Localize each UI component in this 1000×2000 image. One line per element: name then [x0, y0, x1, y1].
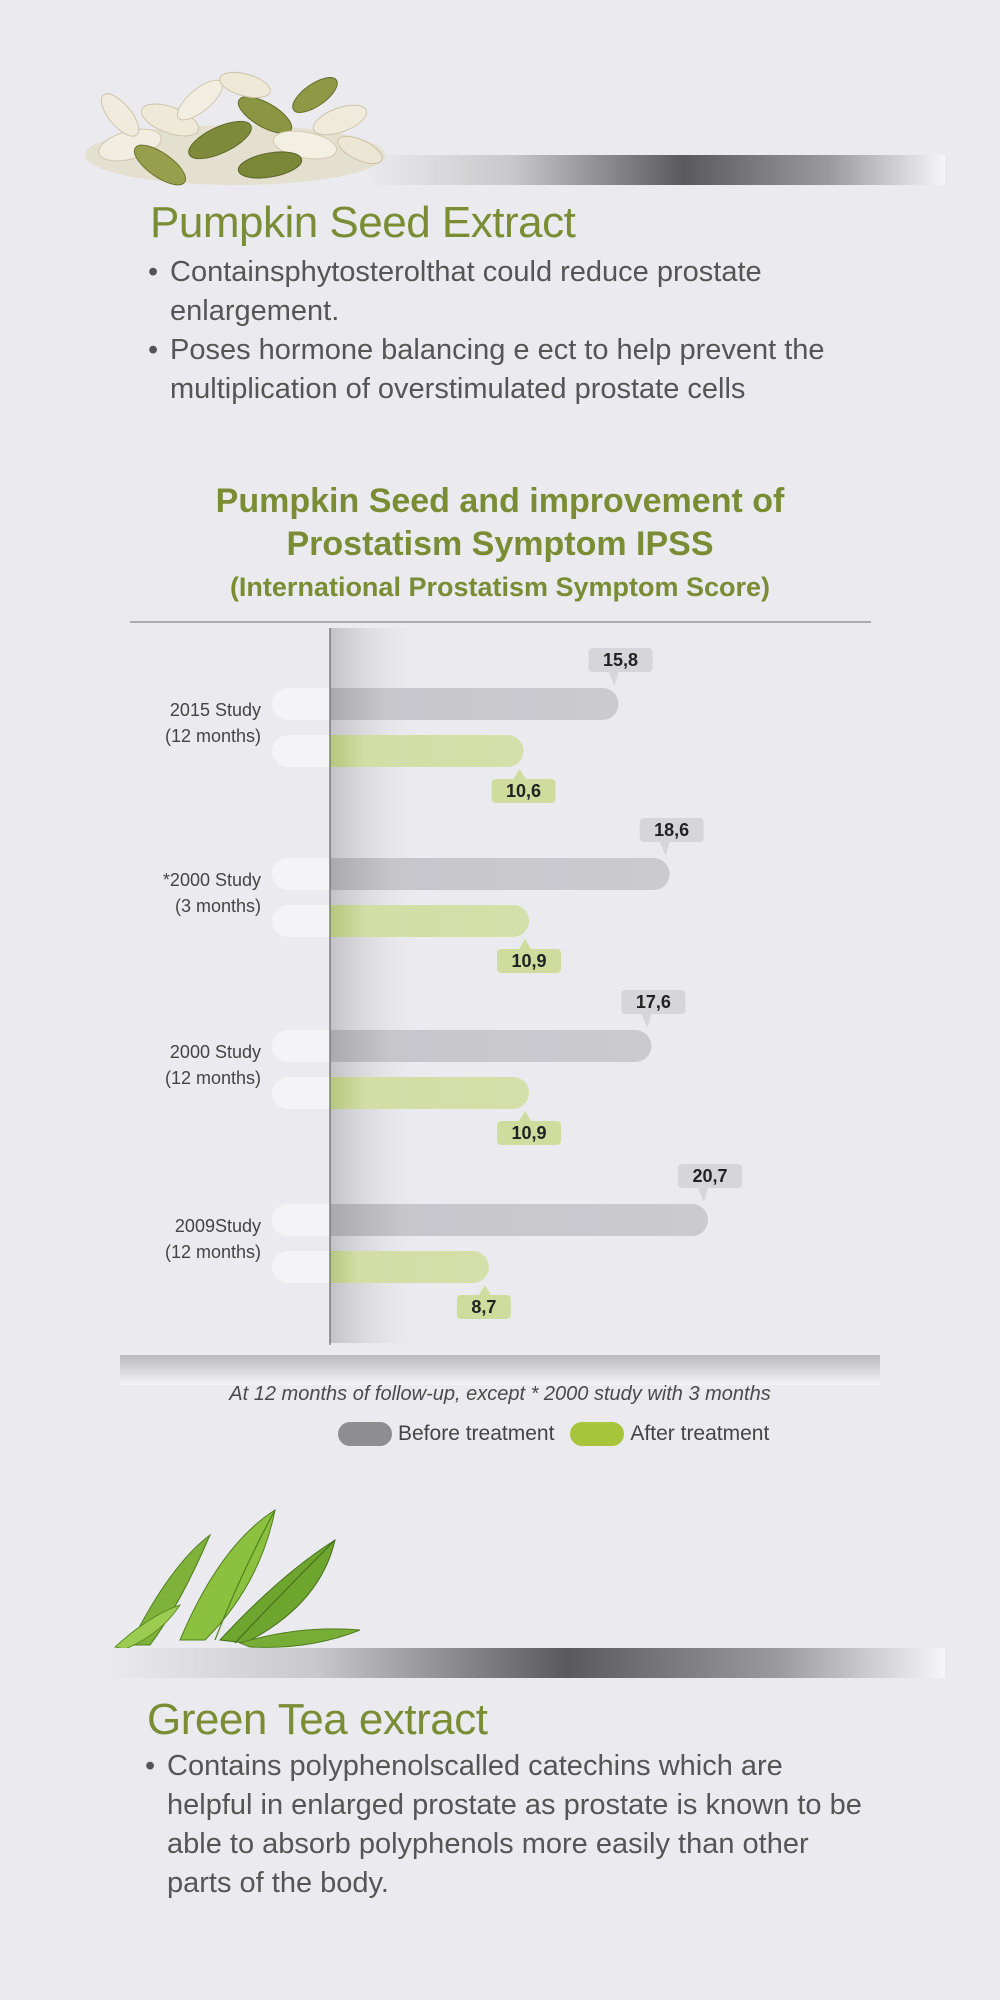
bar-after	[330, 1077, 514, 1109]
category-label-line: 2000 Study	[170, 1042, 261, 1062]
category-label: 2015 Study (12 months)	[165, 700, 261, 746]
value-label: 10,6	[506, 781, 541, 801]
value-label-pointer	[519, 1111, 532, 1121]
value-label-badge	[491, 779, 556, 803]
chart-subtitle: (International Prostatism Symptom Score)	[229, 572, 771, 602]
value-label: 8,7	[471, 1297, 496, 1317]
category-label: *2000 Study (3 months)	[163, 870, 261, 916]
category-label-line: 2009Study	[175, 1216, 261, 1236]
bar-after-cap	[456, 1251, 489, 1283]
greentea-title: Green Tea extract	[147, 1695, 488, 1744]
greentea-bullet-1: Contains polyphenolscalled catechins whi…	[145, 1747, 875, 1903]
bar-before	[330, 688, 603, 720]
pumpkin-bullets: Containsphytosterolthat could reduce pro…	[148, 253, 888, 409]
value-label-pointer	[519, 939, 532, 949]
legend-item-after: After treatment	[570, 1422, 769, 1446]
bar-after-cap	[497, 1077, 530, 1109]
bar-before-cap	[619, 1030, 652, 1062]
value-label-badge	[497, 1121, 562, 1145]
bar-before-cap	[586, 688, 619, 720]
category-label: 2000 Study (12 months)	[165, 1042, 261, 1088]
legend-label-after: After treatment	[630, 1422, 770, 1445]
value-label: 17,6	[636, 992, 671, 1012]
bar-before-cap	[637, 858, 670, 890]
bar-before	[330, 1204, 692, 1236]
value-label-badge	[678, 1164, 742, 1188]
value-label-badge	[456, 1295, 511, 1319]
bar-chart: 2015 Study (12 months) 15,8 10,6 *2000 Study…	[120, 621, 880, 1385]
bar-after	[330, 1251, 473, 1283]
value-label-badge	[588, 648, 653, 672]
chart-base-shadow	[120, 1355, 880, 1385]
value-label-badge	[639, 818, 704, 842]
chart-title-line2: Prostatism Symptom IPSS	[286, 525, 714, 563]
category-label-line: (12 months)	[165, 1068, 261, 1088]
value-label-pointer	[608, 672, 619, 686]
value-label-pointer	[641, 1014, 652, 1028]
category-label: 2009Study (12 months)	[165, 1216, 261, 1262]
chart-title-line1: Pumpkin Seed and improvement of	[215, 482, 785, 520]
value-label: 15,8	[603, 650, 638, 670]
pumpkin-bullet-1: Containsphytosterolthat could reduce pro…	[148, 253, 888, 331]
green-tea-leaves-image	[113, 1508, 361, 1650]
value-label-pointer	[659, 842, 670, 856]
legend-swatch-after	[570, 1422, 625, 1446]
value-label: 10,9	[512, 1123, 547, 1143]
value-label-badge	[497, 949, 562, 973]
bar-after-cap	[491, 735, 524, 767]
chart-legend: Before treatment After treatment	[338, 1422, 785, 1446]
header-strip-top	[365, 155, 945, 185]
bar-after	[330, 735, 508, 767]
legend-label-before: Before treatment	[398, 1422, 555, 1445]
value-label-badge	[621, 990, 686, 1014]
value-label: 18,6	[654, 820, 689, 840]
value-label-pointer	[513, 769, 526, 779]
bar-before-cap	[676, 1204, 708, 1236]
header-strip-bottom	[105, 1648, 945, 1678]
category-label-line: *2000 Study	[163, 870, 261, 890]
legend-swatch-before	[338, 1422, 392, 1446]
value-label: 20,7	[692, 1166, 727, 1186]
category-label-line: 2015 Study	[170, 700, 261, 720]
category-label-line: (3 months)	[175, 896, 261, 916]
value-label-pointer	[478, 1285, 491, 1295]
bar-after	[330, 905, 514, 937]
pumpkin-seeds-image	[85, 71, 385, 186]
value-label-pointer	[698, 1188, 708, 1202]
value-label: 10,9	[512, 951, 547, 971]
greentea-bullets: Contains polyphenolscalled catechins whi…	[145, 1747, 875, 1903]
bar-before	[330, 1030, 636, 1062]
bar-before	[330, 858, 654, 890]
chart-footnote: At 12 months of follow-up, except * 2000…	[229, 1383, 771, 1405]
category-label-line: (12 months)	[165, 1242, 261, 1262]
pumpkin-title: Pumpkin Seed Extract	[150, 198, 576, 247]
category-label-line: (12 months)	[165, 726, 261, 746]
pumpkin-bullet-2: Poses hormone balancing e ect to help pr…	[148, 331, 888, 409]
bar-after-cap	[497, 905, 530, 937]
legend-item-before: Before treatment	[338, 1422, 554, 1446]
